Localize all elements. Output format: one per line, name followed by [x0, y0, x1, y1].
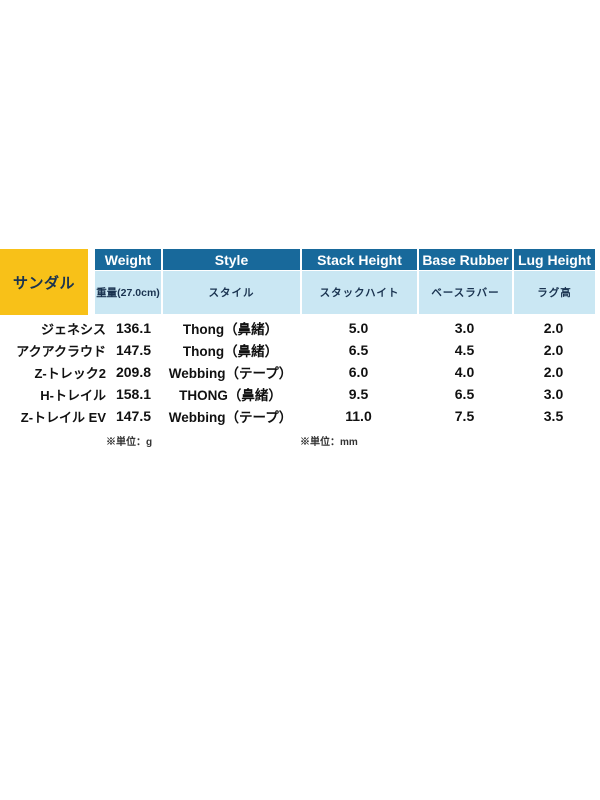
column-header-style-ja: スタイル: [163, 271, 300, 314]
column-header-stack-height-en: Stack Height: [302, 249, 417, 270]
style-value: Thong（鼻緒）: [182, 344, 279, 359]
base-rubber-value: 6.5: [454, 386, 475, 402]
column-header-style-en: Style: [163, 249, 300, 270]
lug-height-value: 3.5: [543, 408, 564, 424]
row-label: ジェネシス: [40, 321, 106, 337]
column-header-weight-ja: 重量(27.0cm): [95, 271, 161, 314]
column-header-lug-height-ja: ラグ高: [514, 271, 595, 314]
weight-value: 136.1: [115, 320, 152, 336]
weight-unit-footnote: ※単位：g: [106, 437, 153, 448]
weight-value: 147.5: [115, 408, 152, 424]
table-footnotes: ※単位：g ※単位：mm: [0, 433, 595, 448]
stack-height-value: 6.5: [348, 342, 369, 358]
table-row-z-trek2: Z-トレック2 209.8 Webbing（テープ） 6.0 4.0 2.0: [0, 361, 595, 383]
stack-height-value: 5.0: [348, 320, 369, 336]
style-value: Webbing（テープ）: [168, 366, 293, 381]
table-row-genesis: ジェネシス 136.1 Thong（鼻緒） 5.0 3.0 2.0: [0, 317, 595, 339]
weight-value: 209.8: [115, 364, 152, 380]
style-value: Thong（鼻緒）: [182, 322, 279, 337]
table-row-h-trail: H-トレイル 158.1 THONG（鼻緒） 9.5 6.5 3.0: [0, 383, 595, 405]
column-headers: Weight 重量(27.0cm) Style スタイル Stack Heigh…: [95, 249, 595, 315]
column-header-style: Style スタイル: [163, 249, 300, 315]
style-value: THONG（鼻緒）: [179, 388, 282, 403]
row-label: アクアクラウド: [16, 343, 106, 359]
base-rubber-value: 4.0: [454, 364, 475, 380]
row-label: Z-トレイル EV: [20, 409, 106, 425]
base-rubber-value: 3.0: [454, 320, 475, 336]
column-header-weight-en: Weight: [95, 249, 161, 270]
style-value: Webbing（テープ）: [168, 410, 293, 425]
sandal-spec-table: サンダル Weight 重量(27.0cm) Style スタイル Stack …: [0, 249, 595, 448]
stack-unit-footnote: ※単位：mm: [300, 437, 358, 448]
stack-height-value: 11.0: [345, 408, 372, 424]
column-header-base-rubber-en: Base Rubber: [419, 249, 512, 270]
stack-height-value: 9.5: [348, 386, 369, 402]
table-body: ジェネシス 136.1 Thong（鼻緒） 5.0 3.0 2.0 アクアクラウ…: [0, 317, 595, 427]
lug-height-value: 2.0: [543, 342, 564, 358]
weight-value: 147.5: [115, 342, 152, 358]
base-rubber-value: 7.5: [454, 408, 475, 424]
lug-height-value: 2.0: [543, 364, 564, 380]
lug-height-value: 3.0: [543, 386, 564, 402]
row-label: H-トレイル: [40, 387, 106, 403]
footnote-spacer: [161, 433, 300, 448]
lug-height-value: 2.0: [543, 320, 564, 336]
column-header-base-rubber-ja: ベースラバー: [419, 271, 512, 314]
column-header-stack-height-ja: スタックハイト: [302, 271, 417, 314]
column-header-base-rubber: Base Rubber ベースラバー: [419, 249, 512, 315]
column-header-lug-height-en: Lug Height: [514, 249, 595, 270]
footnote-spacer: [0, 433, 106, 448]
table-row-aqua-cloud: アクアクラウド 147.5 Thong（鼻緒） 6.5 4.5 2.0: [0, 339, 595, 361]
column-header-stack-height: Stack Height スタックハイト: [302, 249, 417, 315]
base-rubber-value: 4.5: [454, 342, 475, 358]
row-label: Z-トレック2: [34, 365, 106, 381]
weight-value: 158.1: [115, 386, 152, 402]
column-header-weight: Weight 重量(27.0cm): [95, 249, 161, 315]
table-header: サンダル Weight 重量(27.0cm) Style スタイル Stack …: [0, 249, 595, 315]
column-header-lug-height: Lug Height ラグ高: [514, 249, 595, 315]
corner-cell-sandal: サンダル: [0, 249, 88, 315]
table-row-z-trail-ev: Z-トレイル EV 147.5 Webbing（テープ） 11.0 7.5 3.…: [0, 405, 595, 427]
stack-height-value: 6.0: [348, 364, 369, 380]
